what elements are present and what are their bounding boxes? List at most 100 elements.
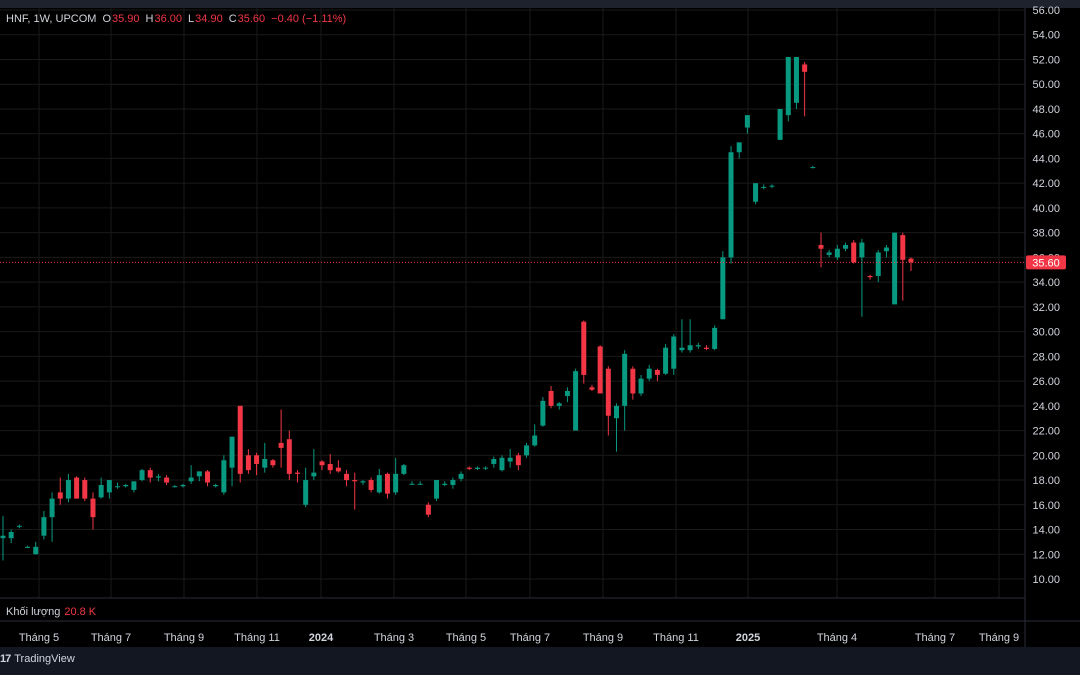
price-tick-label: 34.00 <box>1032 277 1060 289</box>
candle <box>851 240 857 264</box>
candle <box>98 477 104 499</box>
tradingview-logo[interactable]: 17 TradingView <box>0 653 75 665</box>
candle <box>16 524 22 529</box>
candle <box>262 442 268 473</box>
volume-legend[interactable]: Khối lượng 20.8 K <box>6 606 96 618</box>
candle-body <box>196 471 202 477</box>
price-tick-label: 14.00 <box>1032 525 1060 537</box>
time-tick-label: Tháng 11 <box>234 632 280 644</box>
price-tick-label: 12.00 <box>1032 549 1060 561</box>
candle <box>172 484 178 488</box>
candle-body <box>556 403 562 406</box>
price-tick-label: 32.00 <box>1032 302 1060 314</box>
candle-body <box>736 142 742 153</box>
candle <box>352 472 358 510</box>
candle <box>180 483 186 488</box>
candle-body <box>679 347 685 351</box>
candle-body <box>851 242 857 263</box>
candle <box>286 430 292 481</box>
candle-body <box>393 473 399 493</box>
candle <box>188 465 194 484</box>
candle <box>663 343 669 375</box>
candle <box>425 502 431 518</box>
time-tick-label: Tháng 11 <box>653 632 699 644</box>
time-tick-label: Tháng 5 <box>446 632 486 644</box>
time-tick-label: Tháng 4 <box>817 632 857 644</box>
candle <box>327 454 333 474</box>
candle <box>900 232 906 301</box>
candle-body <box>172 486 178 488</box>
candle-body <box>139 470 145 481</box>
low-value: 34.90 <box>195 13 223 25</box>
footer-bar <box>0 647 1080 675</box>
candle-body <box>229 436 235 468</box>
candle-body <box>769 185 775 187</box>
candle-body <box>810 167 816 169</box>
candle-body <box>458 473 464 479</box>
candle-body <box>695 345 701 347</box>
candle <box>753 183 759 205</box>
candle <box>671 334 677 375</box>
last-price-label: 35.60 <box>1032 257 1060 269</box>
candle-body <box>327 463 333 471</box>
candle <box>57 477 63 505</box>
candle-body <box>761 186 767 188</box>
candle <box>434 480 440 502</box>
time-tick-label: Tháng 7 <box>91 632 131 644</box>
candle-body <box>335 467 341 472</box>
high-label: H <box>145 13 154 25</box>
candle <box>483 466 489 471</box>
candle <box>589 384 595 391</box>
candle-body <box>98 484 104 498</box>
candle <box>564 387 570 403</box>
candle <box>123 483 129 488</box>
candle-body <box>753 183 759 202</box>
candle <box>728 146 734 264</box>
price-tick-label: 16.00 <box>1032 500 1060 512</box>
candle <box>401 463 407 476</box>
candle <box>466 466 472 471</box>
candle <box>638 374 644 396</box>
chart-grid <box>0 8 1025 598</box>
time-tick-label: 2024 <box>309 632 334 644</box>
candle <box>139 468 145 482</box>
candle-body <box>401 465 407 474</box>
candle <box>802 61 808 117</box>
candle-body <box>278 442 284 448</box>
symbol-legend[interactable]: HNF, 1W, UPCOM O35.90 H36.00 L34.90 C35.60 −0… <box>6 13 347 25</box>
open-value: 35.90 <box>112 13 140 25</box>
candle <box>736 142 742 159</box>
volume-value: 20.8 K <box>64 606 97 618</box>
candle-body <box>892 232 898 305</box>
candle-body <box>8 531 14 539</box>
candle <box>834 245 840 260</box>
candle <box>384 472 390 499</box>
candle <box>793 57 799 109</box>
candle-body <box>33 546 39 555</box>
price-tick-label: 10.00 <box>1032 574 1060 586</box>
candle-body <box>384 473 390 494</box>
candle <box>33 541 39 555</box>
candle <box>720 251 726 320</box>
last-price-badge <box>1026 255 1066 270</box>
candle <box>8 529 14 544</box>
candle <box>319 460 325 471</box>
candle <box>712 325 718 351</box>
price-tick-label: 52.00 <box>1032 54 1060 66</box>
candle <box>761 184 767 190</box>
candle <box>270 459 276 468</box>
candle <box>131 481 137 493</box>
candle <box>883 245 889 258</box>
candle-body <box>597 346 603 394</box>
candle-body <box>311 472 317 477</box>
candle <box>605 366 611 436</box>
candle-body <box>425 504 431 515</box>
candle-body <box>368 480 374 490</box>
candle-body <box>319 461 325 466</box>
candle-body <box>417 483 423 485</box>
candle-body <box>221 460 227 493</box>
high-value: 36.00 <box>154 13 183 25</box>
candle-body <box>245 455 251 471</box>
